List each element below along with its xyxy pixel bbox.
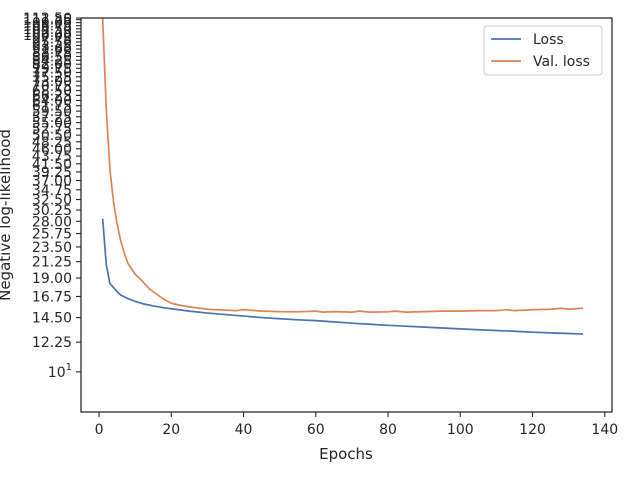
x-axis: 0 20 40 60 80 100 120 140	[95, 412, 618, 438]
x-axis-label: Epochs	[319, 445, 373, 463]
y-axis-label: Negative log-likelihood	[0, 129, 14, 301]
y-tick-label: 104.50	[23, 22, 72, 38]
y-tick-base: 10	[48, 365, 66, 381]
y-tick-label: 106.75	[23, 19, 72, 35]
y-tick-label: 70.75	[32, 79, 72, 95]
legend-label: Val. loss	[533, 54, 590, 70]
y-tick-label: 109.00	[23, 16, 72, 32]
y-tick-label: 14.50	[32, 311, 72, 327]
y-tick-label: 61.75	[32, 99, 72, 115]
x-tick-label: 80	[379, 422, 397, 438]
y-tick-label: 77.50	[32, 65, 72, 81]
y-tick-label: 39.25	[32, 165, 72, 181]
y-tick-label: 100.00	[23, 28, 72, 44]
y-tick-label: 46.00	[32, 142, 72, 158]
y-tick-label: 23.50	[32, 240, 72, 256]
y-tick-label: 75.25	[32, 70, 72, 86]
y-tick-label: 64.00	[32, 93, 72, 109]
series-layer	[101, 18, 584, 335]
y-tick-label: 95.50	[32, 35, 72, 51]
y-tick-label: 30.25	[32, 203, 72, 219]
y-tick-label: 19.00	[32, 271, 72, 287]
x-tick-label: 20	[162, 422, 180, 438]
y-tick-label: 41.50	[32, 157, 72, 173]
y-tick-label: 84.25	[32, 53, 72, 69]
y-tick-label: 48.25	[32, 135, 72, 151]
y-tick-label: 68.50	[32, 84, 72, 100]
y-tick-label: 111.25	[23, 13, 72, 29]
x-tick-label: 60	[307, 422, 325, 438]
y-tick-label: 101	[48, 362, 72, 381]
y-tick-label: 93.25	[32, 38, 72, 54]
x-tick-label: 40	[235, 422, 253, 438]
plot-frame	[80, 17, 613, 413]
plot-background	[81, 18, 612, 412]
y-tick-label: 79.75	[32, 61, 72, 77]
y-tick-label: 25.75	[32, 227, 72, 243]
y-tick-label: 86.50	[32, 49, 72, 65]
x-tick-label: 140	[591, 422, 618, 438]
y-tick-label: 91.00	[32, 42, 72, 58]
y-tick-label: 34.75	[32, 183, 72, 199]
series-line-val-loss	[101, 18, 584, 313]
y-tick-label: 57.25	[32, 110, 72, 126]
y-tick-label: 28.00	[32, 214, 72, 230]
x-tick-label: 0	[95, 422, 104, 438]
y-tick-label: 32.50	[32, 193, 72, 209]
y-tick-label: 21.25	[32, 255, 72, 271]
y-tick-label: 55.00	[32, 116, 72, 132]
y-tick-label: 112.50	[23, 11, 72, 27]
y-tick-label: 16.75	[32, 289, 72, 305]
y-tick-label: 50.50	[32, 128, 72, 144]
series-line-loss	[101, 218, 584, 335]
y-tick-label: 73.00	[32, 74, 72, 90]
y-axis: 101 12.25 14.50 16.75 19.0021.2523.5025.7528…	[23, 11, 81, 381]
y-tick-label: 59.50	[32, 104, 72, 120]
y-tick-label: 97.75	[32, 32, 72, 48]
y-tick-label: 37.00	[32, 174, 72, 190]
y-tick-label: 12.25	[32, 335, 72, 351]
y-tick-label: 82.00	[32, 57, 72, 73]
y-tick-label: 88.75	[32, 46, 72, 62]
y-tick-label: 52.75	[32, 122, 72, 138]
x-tick-label: 120	[519, 422, 546, 438]
y-tick-label: 66.25	[32, 88, 72, 104]
x-tick-label: 100	[447, 422, 474, 438]
y-tick-label: 43.75	[32, 149, 72, 165]
legend: Loss Val. loss	[483, 25, 603, 76]
legend-label: Loss	[533, 32, 564, 48]
y-tick-label: 102.25	[23, 25, 72, 41]
y-tick-exponent: 1	[66, 362, 72, 373]
